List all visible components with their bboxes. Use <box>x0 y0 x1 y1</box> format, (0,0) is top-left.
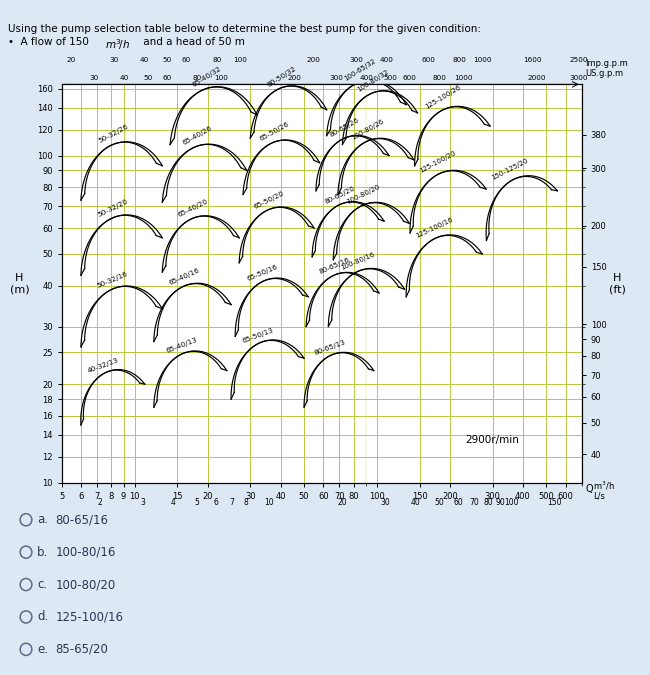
Text: 600: 600 <box>402 75 417 81</box>
Text: 125-100/20: 125-100/20 <box>419 150 457 175</box>
Text: 30: 30 <box>109 57 118 63</box>
Text: 1600: 1600 <box>523 57 541 63</box>
Text: 70: 70 <box>469 498 479 507</box>
Text: a.: a. <box>37 513 48 526</box>
Text: 80-65/26: 80-65/26 <box>328 117 360 138</box>
Text: 100-80/20: 100-80/20 <box>55 578 116 591</box>
Text: b.: b. <box>37 545 48 559</box>
Text: 300: 300 <box>330 75 344 81</box>
Text: 65-50/26: 65-50/26 <box>258 121 290 142</box>
Text: H
(ft): H (ft) <box>609 273 626 294</box>
Text: 100-80/26: 100-80/26 <box>350 118 385 141</box>
Text: 5: 5 <box>194 498 199 507</box>
Text: 100-80/32: 100-80/32 <box>356 69 390 93</box>
Text: 50: 50 <box>162 57 172 63</box>
Text: 50-32/16: 50-32/16 <box>96 271 129 289</box>
Text: 3000: 3000 <box>569 75 588 81</box>
Text: 400: 400 <box>379 57 393 63</box>
Text: H
(m): H (m) <box>10 273 29 294</box>
Text: 85-65/20: 85-65/20 <box>55 643 108 656</box>
Text: 10: 10 <box>265 498 274 507</box>
Text: 400: 400 <box>360 75 374 81</box>
Text: 800: 800 <box>452 57 466 63</box>
Text: 80-65/16: 80-65/16 <box>318 256 351 275</box>
Text: L/s: L/s <box>593 491 605 501</box>
Text: and a head of 50 m: and a head of 50 m <box>140 37 244 47</box>
Text: Q: Q <box>585 485 593 494</box>
Text: 300: 300 <box>349 57 363 63</box>
Text: 90: 90 <box>496 498 506 507</box>
Text: 80: 80 <box>212 57 222 63</box>
Text: 65-50/13: 65-50/13 <box>242 327 274 344</box>
Text: 800: 800 <box>433 75 447 81</box>
Text: 60: 60 <box>182 57 191 63</box>
Text: Imp.g.p.m: Imp.g.p.m <box>585 59 628 68</box>
Text: m$^3$/h: m$^3$/h <box>593 480 615 492</box>
Text: 40: 40 <box>139 57 148 63</box>
Text: 80-65/13: 80-65/13 <box>314 339 347 356</box>
Text: 1000: 1000 <box>473 57 492 63</box>
Text: 40-32/13: 40-32/13 <box>86 357 120 374</box>
Text: 500: 500 <box>384 75 397 81</box>
Text: 6: 6 <box>213 498 218 507</box>
Text: 100-80/16: 100-80/16 <box>55 545 116 559</box>
Text: 80-50/32: 80-50/32 <box>266 65 298 88</box>
Text: Using the pump selection table below to determine the best pump for the given co: Using the pump selection table below to … <box>8 24 481 34</box>
Text: 60: 60 <box>162 75 172 81</box>
Text: 65-40/32: 65-40/32 <box>192 65 222 88</box>
Text: 2500: 2500 <box>570 57 588 63</box>
Text: 125-100/16: 125-100/16 <box>415 216 454 239</box>
Text: 30: 30 <box>90 75 99 81</box>
Text: 1000: 1000 <box>454 75 473 81</box>
Text: 100-65/32: 100-65/32 <box>343 58 376 82</box>
Text: 80-65/16: 80-65/16 <box>55 513 109 526</box>
Text: 100-80/20: 100-80/20 <box>345 184 380 205</box>
Text: e.: e. <box>37 643 48 656</box>
Text: 20: 20 <box>337 498 347 507</box>
Text: d.: d. <box>37 610 48 624</box>
Text: 2900r/min: 2900r/min <box>465 435 519 445</box>
Text: 125-100/26: 125-100/26 <box>424 84 462 110</box>
Text: 4: 4 <box>170 498 176 507</box>
Text: 65-40/20: 65-40/20 <box>177 198 209 218</box>
Text: 50-32/26: 50-32/26 <box>98 124 130 144</box>
Text: 50: 50 <box>144 75 153 81</box>
Text: 150-125/20: 150-125/20 <box>491 158 529 182</box>
Text: $\mathit{m}^3\!/\mathit{h}$: $\mathit{m}^3\!/\mathit{h}$ <box>105 37 131 52</box>
Text: US.g.p.m: US.g.p.m <box>585 69 623 78</box>
Text: 200: 200 <box>306 57 320 63</box>
Text: 8: 8 <box>244 498 248 507</box>
Text: 100-80/16: 100-80/16 <box>340 252 376 271</box>
Text: 80: 80 <box>484 498 493 507</box>
Text: 200: 200 <box>287 75 301 81</box>
Text: 80-65/20: 80-65/20 <box>324 185 356 205</box>
Text: 65-40/26: 65-40/26 <box>181 125 213 146</box>
Text: 65-40/16: 65-40/16 <box>168 267 200 286</box>
Text: 80: 80 <box>193 75 202 81</box>
Text: c.: c. <box>37 578 47 591</box>
Text: 150: 150 <box>547 498 562 507</box>
Text: 40: 40 <box>411 498 421 507</box>
Text: 7: 7 <box>229 498 235 507</box>
Text: 2: 2 <box>98 498 103 507</box>
Text: 125-100/16: 125-100/16 <box>55 610 124 624</box>
Text: 65-50/20: 65-50/20 <box>253 190 285 210</box>
Text: 100: 100 <box>504 498 519 507</box>
Text: 60: 60 <box>453 498 463 507</box>
Text: 40: 40 <box>120 75 129 81</box>
Text: 600: 600 <box>422 57 436 63</box>
Text: 2000: 2000 <box>527 75 545 81</box>
Text: 65-50/16: 65-50/16 <box>246 263 279 281</box>
Text: 100: 100 <box>214 75 228 81</box>
Text: 50: 50 <box>434 498 444 507</box>
Text: 100: 100 <box>233 57 247 63</box>
Text: •  A flow of 150: • A flow of 150 <box>8 37 92 47</box>
Text: 3: 3 <box>140 498 145 507</box>
Text: 50-32/20: 50-32/20 <box>97 198 129 218</box>
Text: 65-40/13: 65-40/13 <box>165 337 198 354</box>
Text: 20: 20 <box>66 57 75 63</box>
Text: 30: 30 <box>380 498 390 507</box>
